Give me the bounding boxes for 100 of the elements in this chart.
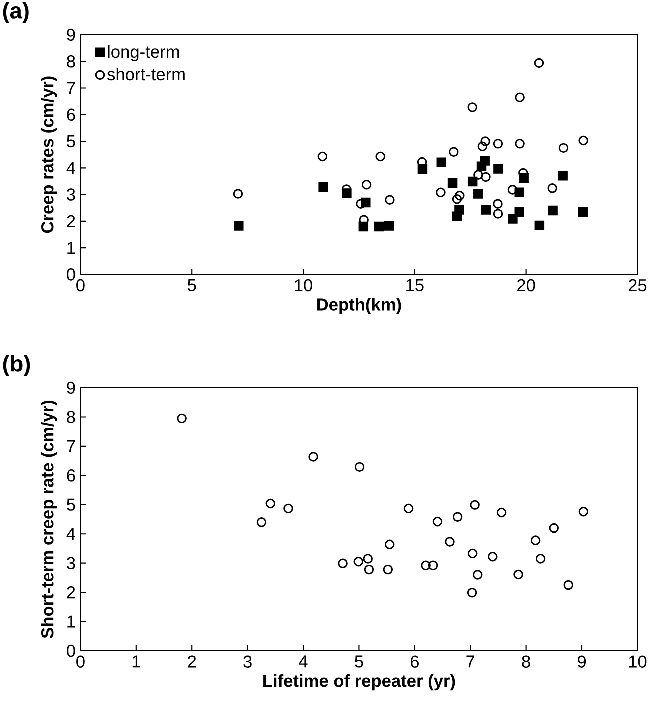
x-tick-label: 15 <box>406 279 424 292</box>
point <box>480 136 490 146</box>
point <box>177 414 187 424</box>
x-tick-label: 9 <box>578 656 586 668</box>
point <box>233 189 244 199</box>
point <box>354 557 364 567</box>
y-tick-label: 8 <box>67 411 76 424</box>
point <box>496 508 507 518</box>
point <box>432 516 443 527</box>
point <box>508 185 518 195</box>
x-tick-label: 5 <box>188 279 196 292</box>
point <box>481 205 492 215</box>
point <box>474 189 484 199</box>
point <box>308 452 318 462</box>
point <box>364 564 374 575</box>
x-tick-label: 7 <box>466 656 475 668</box>
x-axis-title: Lifetime of repeater (yr) <box>264 674 456 691</box>
y-axis-title: Short-term creep rate (cm/yr) <box>41 400 58 638</box>
point <box>481 172 491 182</box>
y-tick-label: 8 <box>67 55 76 68</box>
y-tick-label: 1 <box>68 616 76 628</box>
y-tick-label: 4 <box>66 528 76 540</box>
y-tick-label: 1 <box>68 242 76 254</box>
point <box>318 182 328 192</box>
point <box>363 554 373 564</box>
point <box>452 194 462 204</box>
point <box>508 214 518 224</box>
y-axis-title: Creep rates (cm/yr) <box>41 76 58 234</box>
y-tick-label: 7 <box>67 82 76 94</box>
point <box>468 548 478 559</box>
x-tick-label: 25 <box>628 279 647 292</box>
x-tick-label: 20 <box>518 279 536 292</box>
point <box>494 164 504 174</box>
y-tick-label: 4 <box>66 162 76 174</box>
point <box>564 580 574 590</box>
legend-label: long-term <box>108 45 180 62</box>
x-tick-label: 10 <box>629 656 647 668</box>
point <box>436 158 447 168</box>
point <box>468 102 478 112</box>
point <box>354 462 365 472</box>
y-tick-label: 9 <box>67 28 76 42</box>
point <box>468 176 478 187</box>
point <box>470 500 480 510</box>
point <box>514 570 524 580</box>
point <box>578 507 589 517</box>
point <box>474 170 484 180</box>
x-tick-label: 8 <box>522 656 530 668</box>
y-tick-label: 6 <box>67 470 76 482</box>
y-tick-label: 9 <box>67 382 76 394</box>
point <box>385 195 395 205</box>
point <box>472 570 483 580</box>
point <box>428 560 438 571</box>
point <box>455 190 465 201</box>
point <box>548 184 558 194</box>
point <box>338 558 348 568</box>
point <box>534 58 544 68</box>
point <box>480 156 490 166</box>
y-tick-label: 7 <box>67 440 76 452</box>
point <box>514 207 524 217</box>
point <box>578 136 588 146</box>
point <box>445 537 455 547</box>
x-axis-title: Depth(km) <box>318 298 402 314</box>
x-tick-label: 6 <box>410 656 419 668</box>
point <box>478 142 488 152</box>
point <box>436 188 446 198</box>
point <box>452 212 462 222</box>
point <box>362 180 372 190</box>
point <box>549 523 560 534</box>
point <box>234 221 244 231</box>
point <box>488 552 498 562</box>
point <box>404 504 414 514</box>
chart-title: (b) <box>3 355 30 376</box>
y-tick-label: 3 <box>67 557 76 570</box>
y-tick-label: 5 <box>67 135 76 148</box>
point <box>383 564 394 575</box>
point <box>356 199 366 209</box>
y-tick-label: 2 <box>67 215 76 228</box>
point <box>515 139 525 149</box>
y-tick-label: 2 <box>67 586 76 599</box>
point <box>515 92 525 102</box>
x-tick-label: 10 <box>295 279 312 292</box>
point <box>536 554 546 564</box>
point <box>493 199 503 209</box>
point <box>376 152 386 162</box>
point <box>534 220 545 231</box>
point <box>284 504 294 514</box>
point <box>548 206 558 216</box>
point <box>558 143 569 154</box>
point <box>467 588 478 598</box>
point <box>421 560 431 571</box>
x-tick-label: 0 <box>76 279 85 292</box>
x-tick-label: 5 <box>355 656 364 668</box>
x-tick-label: 3 <box>244 656 252 668</box>
point <box>493 209 504 219</box>
x-tick-label: 4 <box>299 656 308 668</box>
point <box>266 498 276 509</box>
point <box>256 518 267 528</box>
y-tick-label: 5 <box>67 498 76 511</box>
point <box>374 222 384 232</box>
point <box>384 540 395 550</box>
